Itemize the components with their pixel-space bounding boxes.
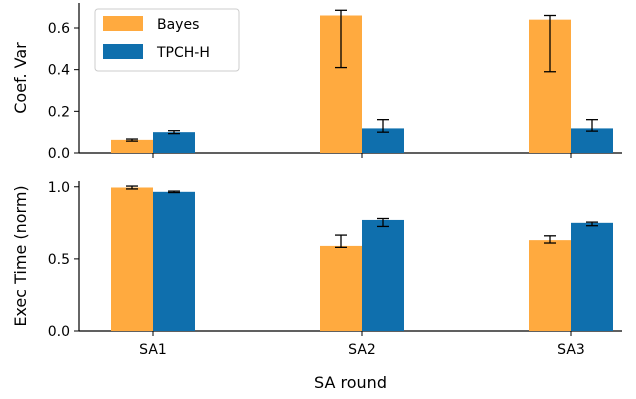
x-tick-label: SA1 (139, 342, 167, 358)
y-tick-label: 0.0 (48, 146, 70, 162)
y-tick-label: 0.6 (48, 21, 70, 37)
x-axis-label: SA round (314, 373, 387, 392)
bar-tpch-h-sa2 (362, 219, 404, 331)
bar-tpch-h-sa1 (153, 132, 195, 153)
bar-tpch-h-sa3 (571, 128, 613, 153)
legend-label: TPCH-H (156, 45, 210, 61)
legend-swatch-tpch-h (103, 44, 143, 59)
bar-bayes-sa2 (320, 245, 362, 331)
bar-bayes-sa1 (111, 187, 153, 331)
bar-tpch-h-sa1 (153, 191, 195, 331)
y-tick-label: 0.4 (48, 63, 70, 79)
bar-bayes-sa1 (111, 139, 153, 153)
x-tick-label: SA2 (348, 342, 376, 358)
x-tick-label: SA3 (557, 342, 585, 358)
legend-label: Bayes (157, 17, 199, 33)
legend-swatch-bayes (103, 16, 143, 31)
bar-tpch-h-sa3 (571, 222, 613, 331)
y-tick-label: 0.0 (48, 324, 70, 340)
y-tick-label: 1.0 (48, 180, 70, 196)
y-axis-label: Coef. Var (11, 42, 30, 114)
y-tick-label: 0.2 (48, 104, 70, 120)
y-tick-label: 0.5 (48, 252, 70, 268)
y-axis-label: Exec Time (norm) (11, 185, 30, 326)
bar-bayes-sa3 (529, 240, 571, 331)
